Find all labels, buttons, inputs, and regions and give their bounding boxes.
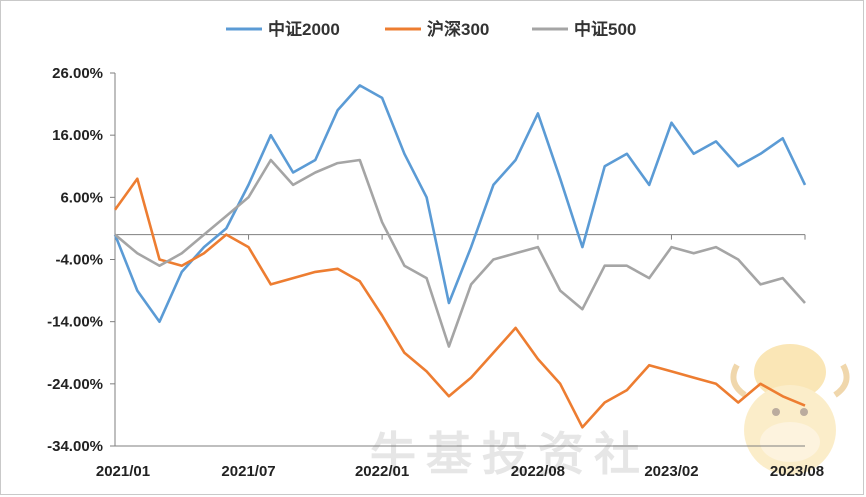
series-lines [113,84,807,429]
series-line-0 [113,84,807,324]
x-tick-label: 2022/08 [511,463,565,480]
legend-item-csi300: 沪深300 [385,19,489,39]
x-tick-label: 2023/02 [644,463,698,480]
legend-label: 沪深300 [427,19,489,39]
series-line-2 [114,158,806,348]
legend-label: 中证2000 [268,19,340,39]
x-tick-label: 2021/07 [221,463,275,480]
series-line-1 [113,177,806,429]
legend-label: 中证500 [574,19,636,39]
y-tick-label: 26.00% [52,65,103,82]
x-tick-label: 2022/01 [355,463,409,480]
mascot-logo [730,344,850,475]
legend-item-csi500: 中证500 [532,19,636,39]
y-tick-label: -14.00% [47,314,103,331]
y-tick-label: 16.00% [52,127,103,144]
y-tick-label: -34.00% [47,438,103,455]
y-tick-label: 6.00% [60,189,103,206]
y-tick-label: -24.00% [47,376,103,393]
axes: 26.00% 16.00% 6.00% -4.00% -14.00% -24.00% -34… [47,65,824,480]
y-tick-label: -4.00% [55,252,103,269]
watermark: 牛基投资社 [370,428,650,480]
legend: 中证2000 沪深300 中证500 [226,19,636,39]
x-tick-label: 2021/01 [96,463,150,480]
x-tick-label: 2023/08 [770,463,824,480]
legend-item-csi2000: 中证2000 [226,19,340,39]
